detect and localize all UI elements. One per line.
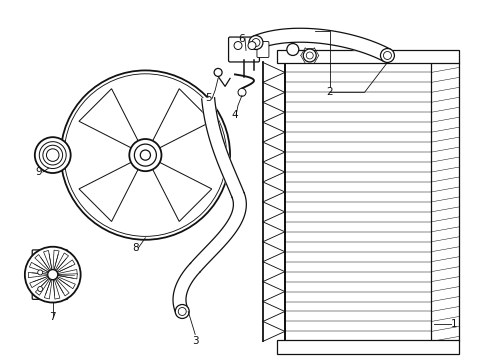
Circle shape (380, 49, 394, 62)
FancyBboxPatch shape (257, 41, 269, 58)
Circle shape (234, 41, 242, 50)
Polygon shape (58, 274, 77, 279)
Circle shape (248, 41, 256, 50)
Polygon shape (190, 193, 246, 272)
Polygon shape (253, 28, 391, 62)
Polygon shape (53, 280, 60, 299)
Circle shape (178, 307, 186, 315)
Polygon shape (152, 89, 212, 148)
Polygon shape (57, 277, 75, 289)
Text: 2: 2 (326, 87, 333, 97)
Circle shape (38, 287, 43, 292)
Polygon shape (55, 253, 69, 270)
Text: 9: 9 (35, 167, 42, 177)
Circle shape (238, 88, 246, 96)
Polygon shape (57, 260, 75, 272)
Polygon shape (45, 280, 52, 299)
Text: 8: 8 (132, 243, 139, 253)
Polygon shape (53, 250, 59, 269)
Circle shape (249, 36, 263, 50)
Bar (431, 62, 459, 341)
Polygon shape (28, 273, 47, 278)
Text: 5: 5 (205, 93, 212, 103)
Polygon shape (152, 162, 212, 221)
Circle shape (252, 39, 260, 46)
Polygon shape (30, 276, 48, 288)
Circle shape (140, 150, 150, 160)
Text: 6: 6 (239, 33, 245, 44)
Circle shape (129, 139, 162, 171)
Circle shape (35, 137, 71, 173)
Circle shape (175, 305, 189, 319)
Polygon shape (173, 263, 200, 314)
FancyBboxPatch shape (228, 37, 259, 62)
FancyBboxPatch shape (32, 250, 68, 299)
Circle shape (25, 247, 81, 302)
Circle shape (214, 68, 222, 76)
Polygon shape (55, 279, 69, 296)
Bar (277, 340, 459, 354)
Polygon shape (58, 270, 77, 275)
Text: 4: 4 (232, 110, 238, 120)
Polygon shape (44, 251, 52, 270)
Bar (285, 62, 459, 341)
Circle shape (61, 71, 230, 240)
Polygon shape (79, 162, 139, 221)
Polygon shape (29, 262, 48, 273)
Text: 7: 7 (49, 312, 56, 323)
Circle shape (384, 51, 392, 59)
Bar (277, 50, 459, 63)
Circle shape (306, 52, 313, 59)
Polygon shape (202, 98, 244, 197)
Circle shape (287, 44, 299, 55)
Polygon shape (79, 89, 139, 148)
Circle shape (134, 144, 156, 166)
Polygon shape (35, 279, 49, 295)
Circle shape (303, 49, 316, 62)
Circle shape (38, 270, 43, 275)
Circle shape (48, 270, 58, 280)
Polygon shape (35, 255, 49, 271)
Text: 1: 1 (451, 319, 458, 329)
Text: 3: 3 (192, 336, 198, 346)
